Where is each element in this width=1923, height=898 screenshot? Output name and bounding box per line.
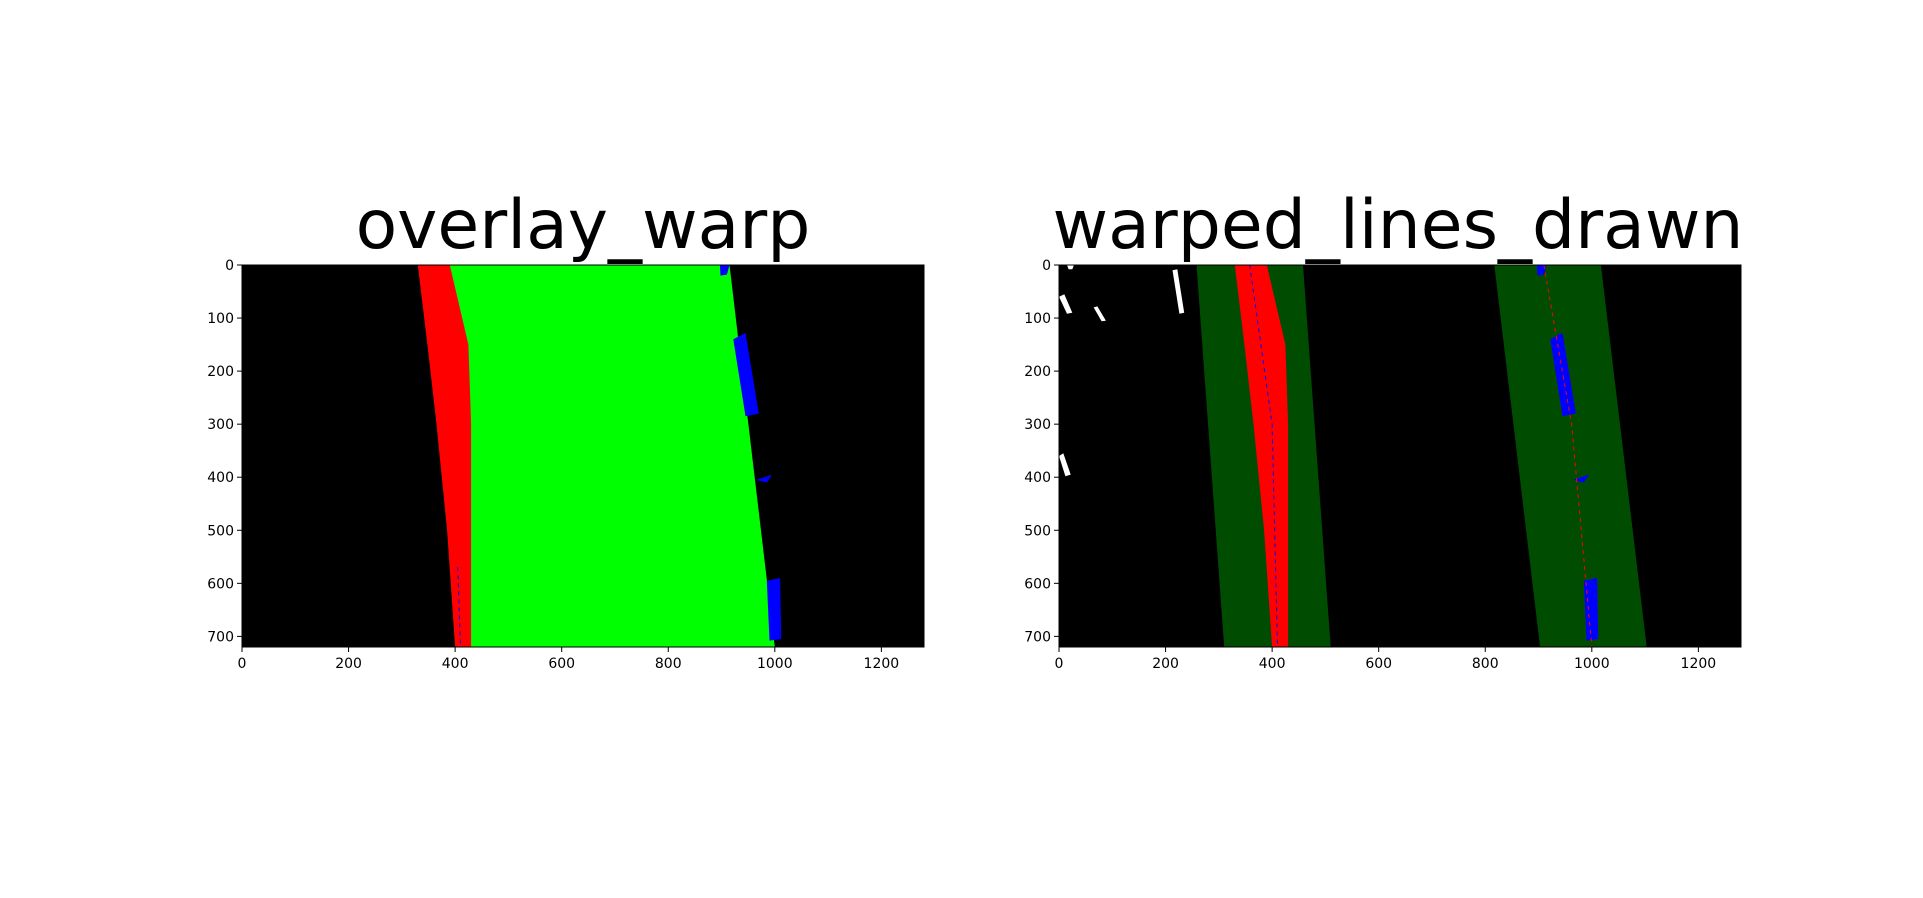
stray-pixel-blob — [1067, 265, 1074, 270]
y-tick-label: 300 — [207, 417, 234, 433]
image-area — [1058, 264, 1742, 648]
x-tick-label: 800 — [1472, 656, 1499, 672]
left-fit-line — [1249, 265, 1278, 647]
left-lane-pixels — [417, 265, 472, 647]
image-frame — [241, 264, 925, 648]
x-tick-label: 1000 — [1574, 656, 1610, 672]
x-tick-label: 400 — [1259, 656, 1286, 672]
right-search-band — [1494, 265, 1647, 647]
image-frame — [1058, 264, 1742, 648]
stray-pixel-blob — [1059, 294, 1073, 314]
x-tick-label: 600 — [548, 656, 575, 672]
x-tick-label: 0 — [238, 656, 247, 672]
right-lane-pixel-cluster — [719, 265, 730, 276]
stray-pixel-blob — [1172, 269, 1185, 314]
y-tick-label: 0 — [1042, 258, 1051, 274]
y-tick-label: 200 — [1024, 364, 1051, 380]
x-tick-label: 1200 — [864, 656, 900, 672]
y-tick-label: 500 — [1024, 523, 1051, 539]
y-axis: 0 100 200 300 400 500 600 700 — [207, 258, 242, 645]
panel-title: warped_lines_drawn — [1052, 186, 1743, 265]
stray-pixel-blob — [1093, 306, 1106, 322]
panel-title: overlay_warp — [356, 186, 811, 265]
y-tick-label: 700 — [1024, 629, 1051, 645]
x-tick-label: 600 — [1365, 656, 1392, 672]
x-tick-label: 800 — [655, 656, 682, 672]
right-lane-pixel-cluster — [756, 474, 773, 483]
image-content — [242, 265, 924, 647]
lane-fill-region — [436, 265, 775, 647]
y-tick-label: 500 — [207, 523, 234, 539]
y-tick-label: 100 — [1024, 311, 1051, 327]
x-tick-label: 0 — [1055, 656, 1064, 672]
y-tick-label: 300 — [1024, 417, 1051, 433]
y-axis: 0 100 200 300 400 500 600 700 — [1024, 258, 1059, 645]
right-fit-line — [1543, 265, 1593, 647]
y-tick-label: 700 — [207, 629, 234, 645]
right-lane-pixel-cluster — [1550, 332, 1576, 417]
x-tick-label: 400 — [442, 656, 469, 672]
x-tick-label: 1200 — [1681, 656, 1717, 672]
y-tick-label: 100 — [207, 311, 234, 327]
right-lane-pixel-cluster — [766, 578, 782, 641]
image-area — [241, 264, 925, 648]
stray-pixel-blob — [1059, 453, 1071, 477]
image-content — [1059, 265, 1741, 647]
y-tick-label: 0 — [225, 258, 234, 274]
x-axis: 0 200 400 600 800 1000 1200 — [238, 647, 900, 672]
y-tick-label: 600 — [1024, 576, 1051, 592]
y-tick-label: 600 — [207, 576, 234, 592]
y-tick-label: 400 — [207, 470, 234, 486]
x-tick-label: 200 — [335, 656, 362, 672]
x-axis: 0 200 400 600 800 1000 1200 — [1055, 647, 1717, 672]
x-tick-label: 1000 — [757, 656, 793, 672]
panel-warped-lines-drawn: warped_lines_drawn 0 200 400 600 800 1000 1200… — [1024, 186, 1743, 672]
panel-overlay-warp: overlay_warp 0 200 400 600 800 1000 1200 0 100 2… — [207, 186, 925, 672]
x-tick-label: 200 — [1152, 656, 1179, 672]
y-tick-label: 200 — [207, 364, 234, 380]
right-lane-pixel-cluster — [733, 332, 759, 417]
left-fit-line — [457, 567, 461, 647]
y-tick-label: 400 — [1024, 470, 1051, 486]
